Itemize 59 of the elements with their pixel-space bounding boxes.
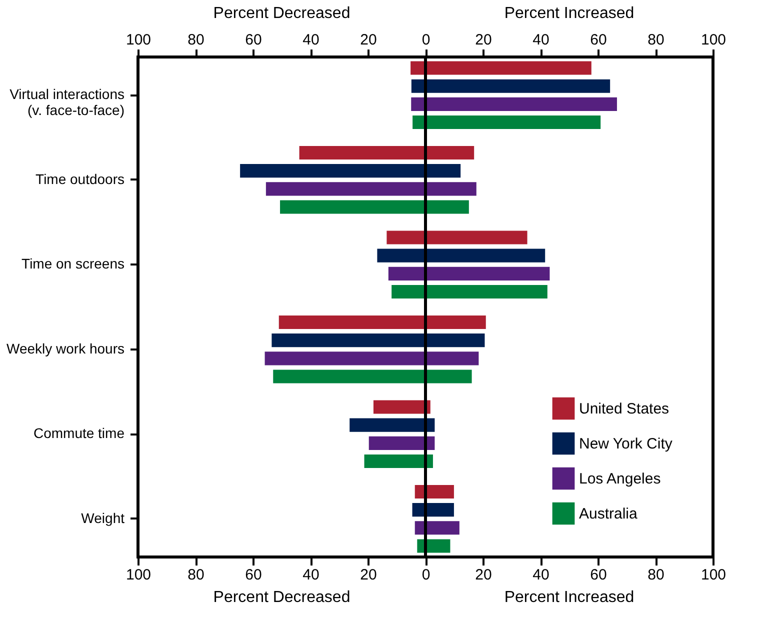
bar	[350, 418, 435, 432]
x-tick-label: 40	[532, 32, 550, 48]
bar	[392, 284, 548, 299]
legend-label: Los Angeles	[579, 470, 661, 488]
x2-tick-label: 40	[302, 566, 320, 584]
legend-label: New York City	[579, 436, 673, 452]
bar	[264, 352, 479, 366]
bar	[368, 436, 435, 450]
bar	[411, 79, 610, 93]
legend-label: Australia	[579, 506, 638, 522]
bar	[414, 484, 454, 499]
y-tick-label: Weight	[81, 510, 125, 526]
x-tick-label: 80	[648, 32, 664, 48]
x-tick-label: 100	[700, 32, 726, 48]
x2-tick-label: 20	[475, 566, 492, 584]
x2-tick-label: 100	[126, 566, 152, 584]
x2-tick-label: 100	[700, 566, 726, 584]
bar	[388, 266, 550, 280]
legend-label: United States	[579, 400, 670, 418]
text: Percent Increased	[504, 589, 634, 606]
y-tick-label: Virtual interactions (v. face-to-face)	[10, 86, 124, 118]
bar	[410, 61, 592, 75]
bar	[266, 182, 476, 196]
x-tick-label: 40	[302, 32, 320, 48]
bar	[412, 115, 601, 130]
x-tick-label: 20	[475, 32, 492, 48]
x2-tick-label: 80	[648, 566, 664, 584]
y-tick-label: Time on screens	[22, 256, 124, 272]
x-tick-label: 60	[245, 32, 262, 48]
bar	[411, 97, 617, 111]
x-tick-label: 60	[590, 32, 607, 48]
x2-tick-label: 20	[360, 566, 377, 584]
bar	[278, 315, 486, 330]
bar	[412, 503, 454, 517]
text: Percent Increased	[504, 5, 634, 22]
x-tick-label: 100	[126, 32, 152, 48]
x2-tick-label: 0	[422, 566, 430, 584]
x2-tick-label: 40	[532, 566, 550, 584]
bar	[364, 454, 433, 468]
x2-tick-label: 80	[188, 566, 204, 584]
y-tick-label: Weekly work hours	[6, 340, 124, 356]
bar	[373, 400, 430, 414]
x-tick-label: 80	[188, 32, 204, 48]
bar	[299, 146, 474, 160]
text: Percent Decreased	[213, 589, 350, 606]
bar	[386, 230, 528, 244]
bar	[273, 370, 472, 384]
x2-tick-label: 60	[245, 566, 262, 584]
bar	[240, 164, 461, 178]
text: Percent Decreased	[213, 5, 350, 22]
bar	[280, 200, 469, 214]
bar	[272, 334, 485, 348]
x2-tick-label: 60	[590, 566, 607, 584]
y-tick-label: Commute time	[33, 425, 125, 442]
x-tick-label: 0	[422, 32, 430, 48]
bar	[414, 521, 460, 535]
x-tick-label: 20	[360, 32, 377, 48]
bar	[377, 248, 546, 262]
y-tick-label: Time outdoors	[36, 170, 124, 187]
